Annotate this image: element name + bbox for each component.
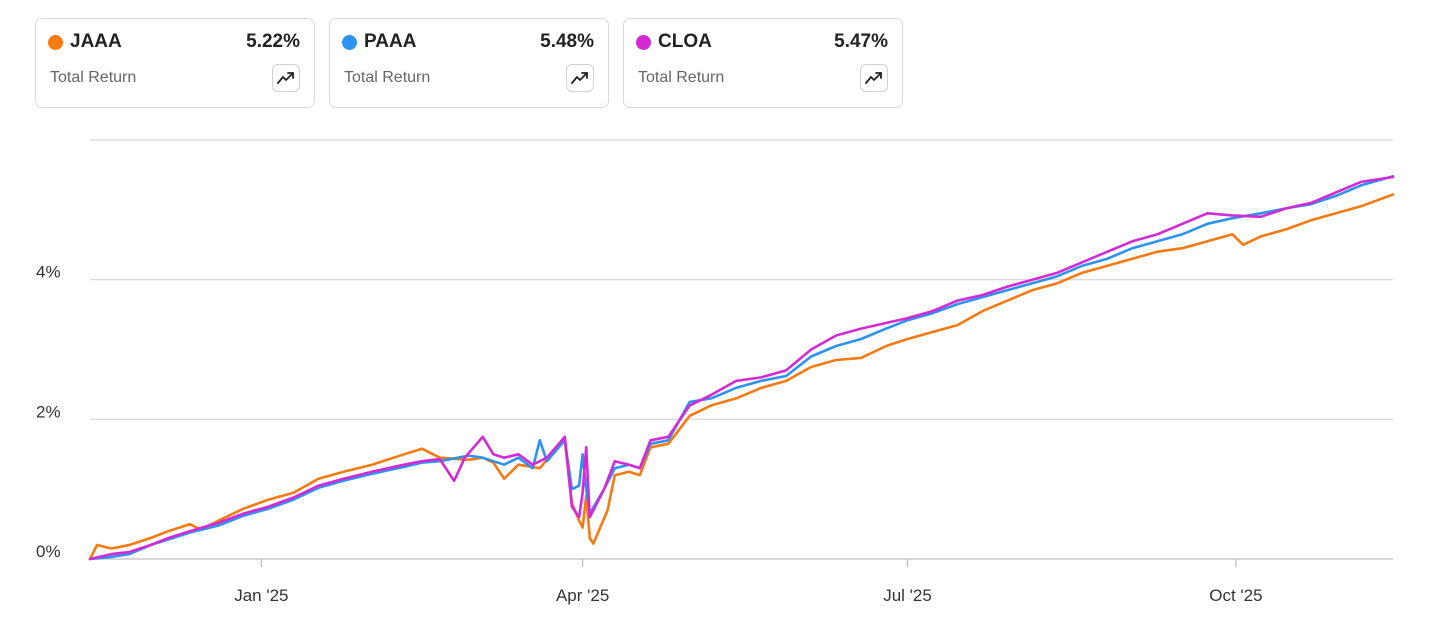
y-tick-label: 4% — [36, 263, 61, 282]
series-color-dot — [48, 35, 63, 50]
x-tick-label: Jul '25 — [883, 586, 932, 605]
y-tick-label: 0% — [36, 542, 61, 561]
series-line-jaaa — [88, 193, 1395, 561]
trending-up-icon[interactable] — [566, 64, 594, 92]
series-total-return-value: 5.48% — [540, 31, 594, 52]
series-card-paaa[interactable]: PAAA 5.48% Total Return — [329, 18, 609, 108]
trending-up-icon[interactable] — [860, 64, 888, 92]
series-line-cloa — [88, 175, 1395, 561]
x-tick-label: Oct '25 — [1209, 586, 1262, 605]
series-metric-label: Total Return — [344, 69, 431, 86]
y-tick-label: 2% — [36, 402, 61, 421]
series-metric-label: Total Return — [638, 69, 725, 86]
trending-up-icon-graphic — [571, 72, 588, 84]
series-ticker: CLOA — [658, 31, 712, 52]
trending-up-icon-graphic — [865, 72, 882, 84]
trending-up-icon[interactable] — [272, 64, 300, 92]
x-tick-label: Apr '25 — [556, 586, 609, 605]
series-ticker: PAAA — [364, 31, 417, 52]
series-card-cloa[interactable]: CLOA 5.47% Total Return — [623, 18, 903, 108]
x-tick-label: Jan '25 — [234, 586, 288, 605]
trending-up-icon-graphic — [277, 72, 294, 84]
legend-cards: JAAA 5.22% Total Return PAAA 5.48% Total… — [35, 18, 903, 108]
series-ticker: JAAA — [70, 31, 122, 52]
series-total-return-value: 5.22% — [246, 31, 300, 52]
series-metric-label: Total Return — [50, 69, 137, 86]
series-card-jaaa[interactable]: JAAA 5.22% Total Return — [35, 18, 315, 108]
series-color-dot — [636, 35, 651, 50]
series-color-dot — [342, 35, 357, 50]
series-total-return-value: 5.47% — [834, 31, 888, 52]
